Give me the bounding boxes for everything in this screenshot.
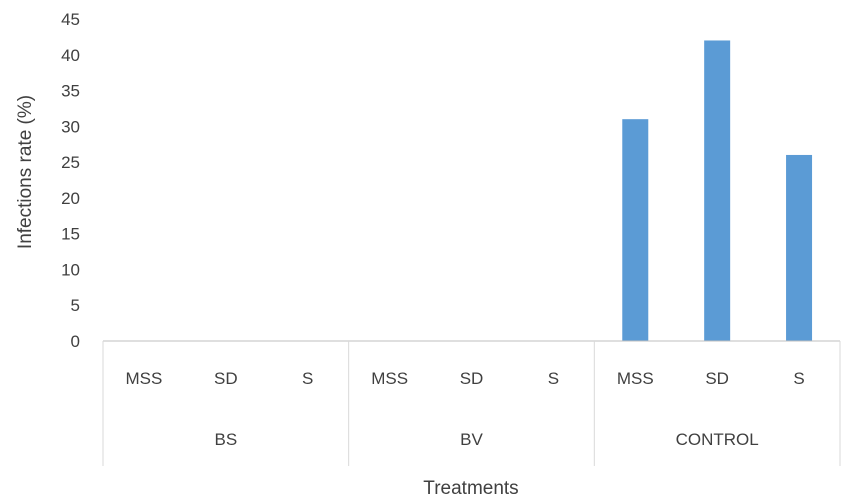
y-tick-label: 10 xyxy=(61,260,80,279)
y-axis-ticks: 0 5 10 15 20 25 30 35 40 45 xyxy=(61,10,80,351)
y-axis-title: Infections rate (%) xyxy=(15,95,36,249)
bar xyxy=(704,40,731,341)
y-tick-label: 30 xyxy=(61,117,80,136)
category-label: MSS xyxy=(617,369,654,388)
category-label: MSS xyxy=(126,369,163,388)
y-tick-label: 15 xyxy=(61,225,80,244)
axis-lines xyxy=(102,340,841,466)
bars xyxy=(622,40,813,341)
y-tick-label: 20 xyxy=(61,189,80,208)
category-label: S xyxy=(548,369,559,388)
category-label: MSS xyxy=(371,369,408,388)
category-label: SD xyxy=(214,369,238,388)
y-tick-label: 35 xyxy=(61,82,80,101)
y-tick-label: 25 xyxy=(61,153,80,172)
category-label: S xyxy=(302,369,313,388)
category-label: S xyxy=(793,369,804,388)
y-tick-label: 0 xyxy=(71,332,80,351)
y-tick-label: 5 xyxy=(71,296,80,315)
bar xyxy=(786,154,813,341)
group-label: CONTROL xyxy=(676,430,759,449)
bar xyxy=(622,119,649,341)
x-axis-title: Treatments xyxy=(423,478,518,499)
category-label: SD xyxy=(705,369,729,388)
group-label: BV xyxy=(460,430,483,449)
category-labels: MSS SD S MSS SD S MSS SD S xyxy=(126,369,805,388)
group-label: BS xyxy=(214,430,237,449)
y-tick-label: 40 xyxy=(61,46,80,65)
y-tick-label: 45 xyxy=(61,10,80,29)
category-label: SD xyxy=(460,369,484,388)
group-labels: BS BV CONTROL xyxy=(214,430,758,449)
